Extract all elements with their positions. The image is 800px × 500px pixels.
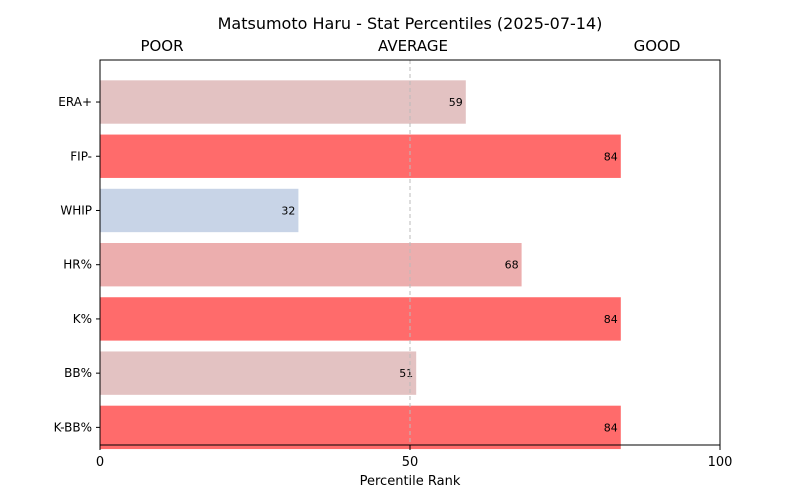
bar-K-BB%: [100, 405, 621, 450]
bar-K%: [100, 297, 621, 341]
y-tick-label: K-BB%: [54, 420, 92, 434]
bar-FIP-: [100, 134, 621, 178]
bar-value-label: 51: [399, 367, 413, 380]
bar-value-label: 68: [505, 259, 519, 272]
y-tick-label: HR%: [63, 258, 92, 272]
bar-value-label: 32: [281, 204, 295, 217]
bar-WHIP: [100, 188, 299, 233]
bar-BB%: [100, 351, 417, 395]
x-tick-label: 0: [96, 455, 104, 470]
y-tick-label: K%: [73, 312, 92, 326]
band-label-good: GOOD: [633, 37, 681, 55]
y-tick-label: ERA+: [58, 95, 92, 109]
bar-value-label: 59: [449, 96, 463, 109]
bar-value-label: 84: [604, 313, 618, 326]
chart-title: Matsumoto Haru - Stat Percentiles (2025-…: [217, 14, 603, 33]
bar-ERA+: [100, 80, 466, 124]
y-tick-label: BB%: [64, 366, 92, 380]
x-axis-label: Percentile Rank: [360, 474, 461, 489]
bar-HR%: [100, 243, 522, 287]
y-tick-label: WHIP: [60, 203, 92, 217]
bar-value-label: 84: [604, 150, 618, 163]
x-tick-label: 50: [402, 455, 419, 470]
band-label-average: AVERAGE: [378, 37, 448, 55]
band-label-poor: POOR: [140, 37, 184, 55]
x-tick-label: 100: [708, 455, 733, 470]
y-tick-label: FIP-: [70, 149, 92, 163]
bar-value-label: 84: [604, 421, 618, 434]
